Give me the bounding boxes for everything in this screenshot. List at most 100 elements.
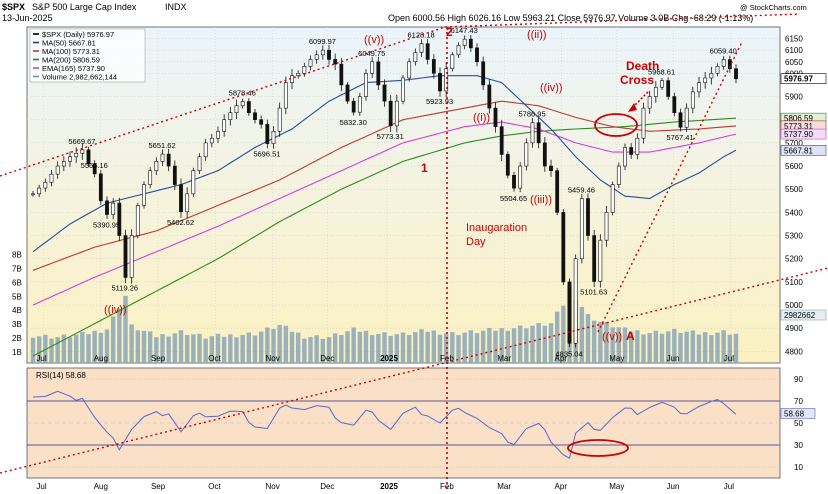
volume-bar (641, 334, 646, 363)
wave-label: ((v)) (602, 331, 622, 343)
wave-label: ((i)) (473, 112, 490, 124)
volume-bar (228, 334, 233, 363)
ma100-line (32, 100, 737, 271)
volume-bar (443, 333, 449, 363)
price-candle (105, 196, 109, 219)
month-tick-label: Nov (266, 354, 280, 363)
price-candle (283, 76, 288, 115)
price-tick-label: 5300 (785, 232, 803, 241)
volume-bar (419, 329, 424, 363)
price-candle (370, 57, 375, 78)
volume-bar (283, 325, 289, 363)
price-candle (98, 169, 103, 205)
month-tick-label: Sep (151, 354, 166, 363)
rsi-tag: 58.68 (780, 408, 816, 419)
price-label: 6049.75 (358, 49, 385, 58)
month-tick-label: Jun (667, 354, 680, 363)
wave-label: ((iv)) (540, 82, 563, 94)
rsi-tick-label: 90 (794, 375, 803, 384)
volume-bar (709, 335, 714, 363)
price-candle (561, 209, 566, 286)
month-tick-label: May (609, 354, 624, 363)
volume-bar (289, 331, 295, 363)
volume-bar (61, 334, 67, 363)
volume-bar (721, 330, 726, 363)
price-candle (401, 74, 405, 105)
volume-tick-label: 5B (12, 292, 22, 301)
volume-bar (413, 332, 418, 363)
price-candle (216, 126, 220, 144)
price-candle (351, 97, 356, 116)
price-candle (234, 99, 239, 119)
rsi-month-tick-label: Jul (724, 482, 734, 491)
volume-bar (30, 337, 36, 363)
volume-bar (166, 336, 171, 363)
price-candle (259, 115, 264, 129)
price-tick-label: 5700 (785, 139, 803, 148)
price-candle (277, 102, 282, 137)
volume-bar (653, 330, 659, 363)
price-label: 5696.51 (253, 150, 280, 159)
volume-bar (437, 334, 443, 363)
price-candle (425, 38, 430, 65)
price-candle (524, 138, 529, 171)
volume-bar (585, 314, 591, 363)
volume-bar (154, 337, 159, 363)
death-cross-label: Cross (620, 73, 654, 87)
legend-entry: MA(50) 5667.81 (42, 39, 96, 48)
volume-bar (665, 331, 671, 363)
price-label: 5832.30 (340, 118, 367, 127)
price-candle (555, 167, 560, 216)
wave-label: ((iv)) (104, 304, 127, 316)
price-candle (185, 187, 190, 219)
svg-text:5806.59: 5806.59 (784, 114, 813, 123)
volume-bar (36, 336, 42, 363)
wave-label: A (626, 329, 635, 343)
price-candle (598, 234, 603, 288)
price-label: 5402.62 (167, 218, 194, 227)
volume-bar (530, 325, 535, 363)
price-candle (154, 157, 159, 175)
rsi-tick-label: 10 (794, 463, 803, 472)
price-label: 6128.18 (408, 31, 435, 40)
price-candle (536, 117, 541, 149)
volume-bar (320, 338, 326, 363)
price-candle (660, 77, 664, 91)
volume-bar (696, 334, 702, 363)
rsi-tick-label: 70 (794, 397, 803, 406)
volume-bar (727, 334, 733, 363)
volume-bar (388, 335, 393, 363)
volume-bar (203, 338, 208, 363)
price-candle (413, 48, 418, 66)
death-cross-label: Death (626, 59, 659, 73)
price-candle (394, 94, 399, 133)
price-candle (672, 92, 677, 117)
price-candle (450, 52, 455, 72)
price-label: 5923.93 (426, 97, 453, 106)
price-candle (228, 106, 233, 126)
price-candle (635, 133, 640, 160)
price-candle (339, 57, 344, 92)
volume-bar (462, 332, 467, 363)
price-candle (604, 205, 609, 247)
volume-tick-label: 4B (12, 306, 22, 315)
price-candle (653, 80, 658, 103)
price-candle (505, 151, 510, 179)
price-candle (246, 98, 251, 116)
price-candle (579, 193, 584, 264)
svg-text:5667.81: 5667.81 (784, 146, 813, 155)
price-candle (308, 55, 313, 71)
price-candle (703, 71, 708, 89)
volume-bar (684, 331, 689, 363)
volume-bar (493, 330, 498, 363)
price-label: 6059.40 (710, 47, 737, 56)
rsi-month-tick-label: Apr (555, 482, 568, 491)
price-candle (222, 114, 227, 137)
volume-bar (635, 330, 640, 363)
volume-bar (487, 327, 492, 363)
volume-bar (172, 333, 178, 363)
price-candle (709, 66, 714, 85)
price-candle (586, 193, 590, 241)
upper-trendline (0, 26, 446, 177)
